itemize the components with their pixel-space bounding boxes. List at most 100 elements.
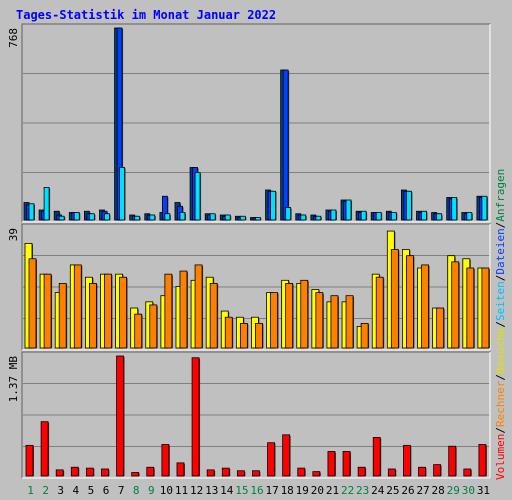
bar-volumen-day-23 (357, 466, 366, 477)
bar-volumen-day-20 (312, 471, 321, 477)
bar-volumen-day-7 (116, 355, 124, 477)
bar-rechner-day-5 (88, 282, 97, 349)
bar-rechner-day-30 (466, 267, 475, 349)
bar-seiten-day-29 (451, 197, 458, 221)
chart-title: Tages-Statistik im Monat Januar 2022 (16, 8, 277, 22)
bar-rechner-day-25 (390, 249, 399, 349)
x-tick-label: 20 (311, 484, 324, 497)
bar-volumen-day-14 (221, 467, 230, 477)
bar-volumen-day-30 (463, 468, 472, 477)
bar-rechner-day-17 (270, 292, 278, 349)
bar-seiten-day-31 (481, 195, 488, 221)
bar-seiten-day-8 (134, 215, 141, 221)
bar-volumen-day-19 (297, 467, 306, 477)
bar-rechner-day-14 (224, 316, 233, 349)
bar-volumen-day-21 (327, 451, 336, 477)
legend-separator: / (494, 321, 507, 328)
legend-separator: / (494, 222, 507, 229)
bar-rechner-day-12 (194, 264, 203, 349)
bar-rechner-day-31 (481, 267, 490, 349)
bar-dateien-day-18 (282, 69, 289, 221)
x-tick-label: 1 (27, 484, 34, 497)
bar-volumen-day-3 (55, 469, 64, 477)
bar-rechner-day-4 (73, 264, 82, 349)
x-tick-label: 31 (477, 484, 490, 497)
bar-seiten-day-26 (406, 190, 412, 221)
bar-rechner-day-26 (406, 255, 414, 349)
bar-volumen-day-1 (25, 444, 34, 477)
legend: Volumen/Rechner/Besuche/Seiten/Dateien/A… (494, 169, 507, 480)
x-tick-label: 11 (175, 484, 188, 497)
x-tick-label: 22 (341, 484, 354, 497)
bar-seiten-day-28 (436, 213, 443, 221)
bar-seiten-day-22 (345, 199, 352, 221)
bar-seiten-day-21 (330, 209, 337, 221)
bar-rechner-day-7 (119, 276, 127, 349)
bar-seiten-day-5 (88, 213, 95, 221)
x-tick-label: 3 (57, 484, 64, 497)
x-tick-label: 21 (326, 484, 339, 497)
legend-separator: / (494, 275, 507, 282)
bar-seiten-day-30 (466, 212, 473, 221)
bar-rechner-day-29 (451, 261, 460, 349)
bar-volumen-day-25 (387, 468, 396, 477)
bar-seiten-day-19 (300, 214, 307, 221)
x-tick-label: 26 (401, 484, 414, 497)
x-tick-label: 15 (235, 484, 248, 497)
bar-volumen-day-18 (282, 434, 291, 477)
bar-volumen-day-4 (70, 466, 79, 477)
x-tick-label: 19 (296, 484, 309, 497)
x-tick-label: 8 (133, 484, 140, 497)
x-tick-label: 4 (73, 484, 80, 497)
x-tick-label: 5 (88, 484, 95, 497)
bar-volumen-day-2 (40, 421, 49, 477)
bar-seiten-day-17 (270, 190, 276, 221)
x-tick-label: 12 (190, 484, 203, 497)
bar-rechner-day-23 (360, 322, 369, 349)
x-tick-label: 25 (386, 484, 399, 497)
legend-separator: / (494, 374, 507, 381)
bar-rechner-day-13 (209, 282, 218, 349)
bar-rechner-day-18 (285, 282, 294, 349)
bar-seiten-day-11 (179, 212, 186, 221)
bar-rechner-day-28 (436, 307, 445, 349)
bar-seiten-day-3 (58, 215, 65, 221)
legend-seiten: Seiten (494, 281, 507, 321)
bar-volumen-day-8 (131, 472, 140, 477)
bar-volumen-day-13 (206, 469, 215, 477)
x-tick-label: 13 (205, 484, 218, 497)
bar-rechner-day-8 (134, 313, 143, 349)
x-tick-label: 30 (462, 484, 475, 497)
bar-rechner-day-10 (164, 273, 173, 349)
bar-seiten-day-16 (255, 217, 261, 221)
panel-3-ymax-label: 1.37 MB (7, 356, 20, 403)
bar-volumen-day-17 (267, 442, 275, 477)
bar-seiten-day-9 (149, 214, 156, 221)
bar-volumen-day-12 (191, 357, 200, 477)
bar-rechner-day-21 (330, 295, 339, 349)
bar-volumen-day-31 (478, 444, 487, 477)
bar-rechner-day-3 (58, 282, 67, 349)
bar-rechner-day-20 (315, 292, 324, 349)
bar-seiten-day-14 (224, 214, 231, 221)
x-tick-label: 16 (250, 484, 263, 497)
bar-volumen-day-6 (101, 468, 109, 477)
bar-volumen-day-22 (342, 451, 351, 477)
x-tick-label: 23 (356, 484, 369, 497)
bar-seiten-day-25 (390, 212, 397, 221)
bar-rechner-day-6 (104, 273, 112, 349)
bar-volumen-day-9 (146, 466, 155, 477)
legend-rechner: Rechner (494, 380, 507, 427)
x-tick-label: 29 (447, 484, 460, 497)
bar-volumen-day-29 (448, 445, 457, 477)
bar-rechner-day-24 (375, 276, 384, 349)
bar-seiten-day-23 (360, 210, 367, 221)
bar-seiten-day-27 (421, 210, 427, 221)
bar-volumen-day-28 (433, 464, 442, 477)
bar-rechner-day-1 (28, 258, 37, 349)
legend-besuche: Besuche (494, 328, 507, 374)
bar-seiten-day-20 (315, 215, 322, 221)
x-tick-label: 24 (371, 484, 385, 497)
bar-rechner-day-27 (421, 264, 429, 349)
panel-1-ymax-label: 768 (7, 28, 20, 48)
